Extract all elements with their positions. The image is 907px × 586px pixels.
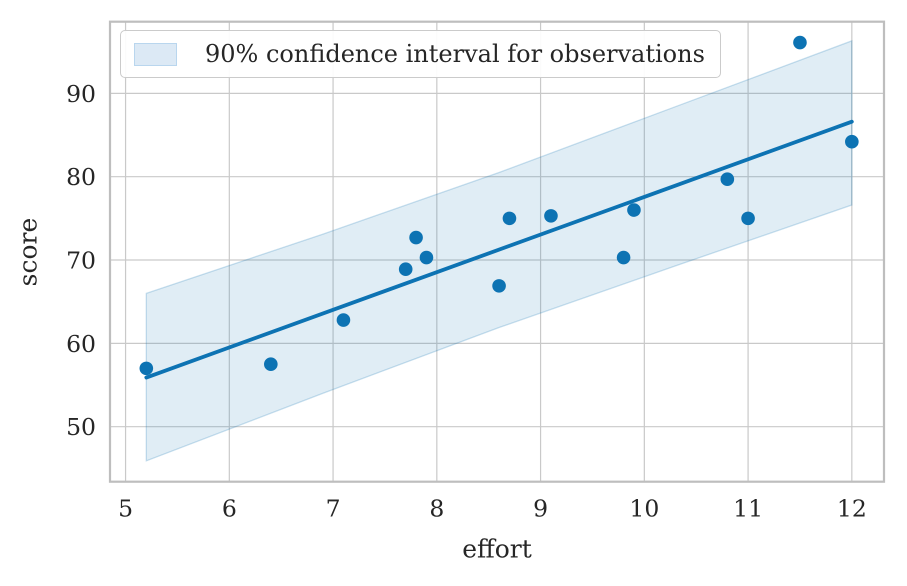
data-point <box>845 134 859 149</box>
legend-label: 90% confidence interval for observations <box>205 40 705 68</box>
x-tick-label-6: 6 <box>222 495 237 523</box>
x-tick-label-12: 12 <box>837 495 867 523</box>
data-point <box>616 250 631 265</box>
confidence-band-legend-swatch <box>134 42 177 66</box>
data-point <box>419 250 434 265</box>
x-tick-label-10: 10 <box>629 495 659 523</box>
plot-border <box>108 20 886 483</box>
data-point <box>627 203 641 217</box>
x-axis-label: effort <box>462 534 532 564</box>
y-tick-label-80: 80 <box>66 163 96 191</box>
data-point <box>139 361 154 376</box>
x-tick-label-5: 5 <box>118 495 133 523</box>
y-tick-label-70: 70 <box>66 247 96 275</box>
x-tick-label-9: 9 <box>533 495 548 523</box>
data-point <box>409 230 423 245</box>
data-point <box>492 279 506 293</box>
y-tick-label-50: 50 <box>66 413 96 441</box>
data-point <box>544 209 558 223</box>
data-point <box>398 262 413 277</box>
data-point <box>720 172 735 186</box>
data-point <box>502 211 517 226</box>
regression-line <box>144 119 854 380</box>
x-tick-label-11: 11 <box>733 495 763 523</box>
x-tick-label-7: 7 <box>326 495 341 523</box>
y-tick-label-60: 60 <box>66 330 96 358</box>
data-point <box>336 313 351 327</box>
y-tick-label-90: 90 <box>66 80 96 108</box>
data-point <box>793 35 807 50</box>
x-tick-label-8: 8 <box>429 495 444 523</box>
legend: 90% confidence interval for observations <box>120 30 721 78</box>
y-axis-label: score <box>13 217 43 287</box>
data-point <box>741 211 755 226</box>
data-point <box>264 357 278 372</box>
